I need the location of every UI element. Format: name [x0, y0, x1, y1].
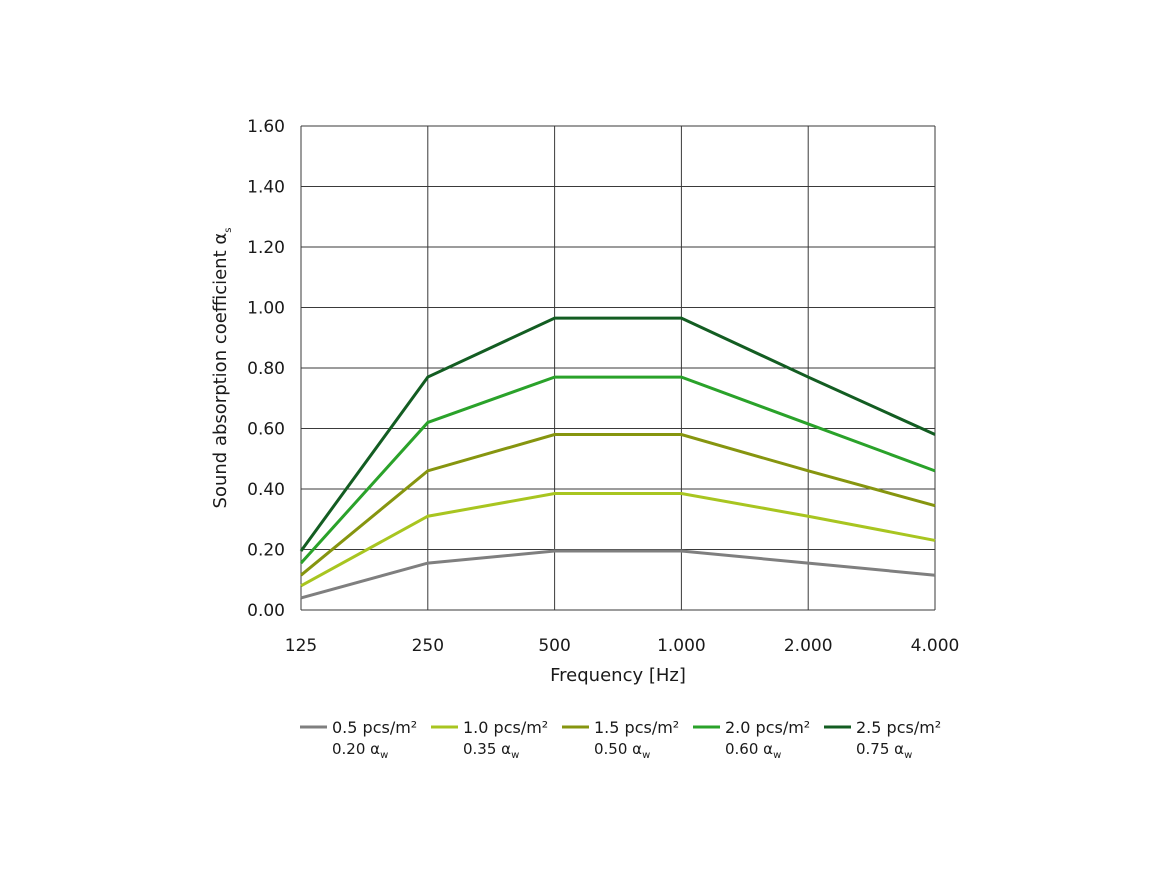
legend-item-3: 1.5 pcs/m² 0.50 αw [562, 718, 679, 761]
x-tick-label: 2.000 [784, 636, 833, 656]
x-tick-label: 4.000 [911, 636, 960, 656]
y-tick-label: 0.60 [247, 420, 285, 440]
y-axis-label: Sound absorption coefficient αs [210, 228, 234, 509]
series-line-1 [300, 549, 936, 600]
legend-rating: 0.60 αw [725, 740, 781, 761]
legend-item-4: 2.0 pcs/m² 0.60 αw [693, 718, 810, 761]
legend: 0.5 pcs/m² 0.20 αw 1.0 pcs/m² 0.35 αw 1.5 pc… [300, 718, 941, 761]
legend-label: 0.5 pcs/m² [332, 718, 417, 737]
series-line-3 [300, 433, 936, 577]
series-line-4 [299, 375, 936, 565]
x-tick-label: 125 [285, 636, 317, 656]
x-axis-ticks: 125 250 500 1.000 2.000 4.000 [285, 636, 960, 656]
series-lines [299, 316, 936, 600]
legend-item-5: 2.5 pcs/m² 0.75 αw [824, 718, 941, 761]
legend-item-2: 1.0 pcs/m² 0.35 αw [431, 718, 548, 761]
legend-rating: 0.50 αw [594, 740, 650, 761]
legend-label: 2.0 pcs/m² [725, 718, 810, 737]
y-tick-label: 1.40 [247, 178, 285, 198]
y-tick-label: 1.60 [247, 117, 285, 137]
y-tick-label: 0.80 [247, 359, 285, 379]
y-tick-label: 1.00 [247, 299, 285, 319]
x-tick-label: 1.000 [657, 636, 706, 656]
series-line-2 [300, 492, 936, 588]
x-tick-label: 500 [538, 636, 570, 656]
legend-label: 1.0 pcs/m² [463, 718, 548, 737]
y-axis-ticks: 0.00 0.20 0.40 0.60 0.80 1.00 1.20 1.40 1.60 [247, 117, 285, 621]
legend-rating: 0.20 αw [332, 740, 388, 761]
series-line-5 [299, 316, 936, 552]
y-tick-label: 0.40 [247, 480, 285, 500]
y-tick-label: 1.20 [247, 238, 285, 258]
grid [300, 125, 936, 611]
legend-label: 2.5 pcs/m² [856, 718, 941, 737]
x-tick-label: 250 [412, 636, 444, 656]
legend-rating: 0.75 αw [856, 740, 912, 761]
legend-label: 1.5 pcs/m² [594, 718, 679, 737]
legend-rating: 0.35 αw [463, 740, 519, 761]
x-axis-label: Frequency [Hz] [550, 665, 686, 686]
legend-item-1: 0.5 pcs/m² 0.20 αw [300, 718, 417, 761]
y-tick-label: 0.00 [247, 601, 285, 621]
y-tick-label: 0.20 [247, 541, 285, 561]
